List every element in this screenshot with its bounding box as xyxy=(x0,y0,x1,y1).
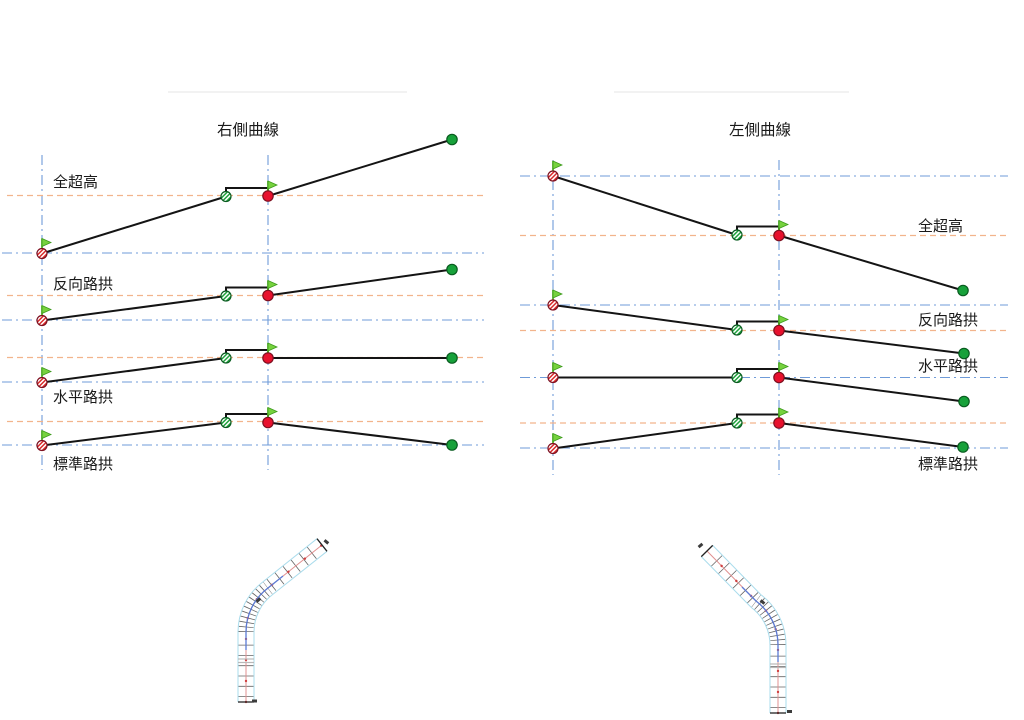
profile-approach xyxy=(41,195,227,255)
green-dot-marker xyxy=(957,284,969,297)
profile-approach xyxy=(41,357,227,384)
alignment-end-cap xyxy=(316,538,328,552)
green-dot-marker xyxy=(957,441,969,453)
station-label-mark xyxy=(787,710,792,713)
row-reverse-crown: 反向路拱 xyxy=(2,263,484,327)
profile-exit xyxy=(778,422,964,448)
row-label: 水平路拱 xyxy=(918,357,978,375)
panel-right-curve: 右側曲線 全超高 xyxy=(2,121,484,473)
row-label: 反向路拱 xyxy=(918,311,978,329)
hatched-red-circle-marker xyxy=(36,247,48,260)
alignment-plan-left-curve xyxy=(697,542,792,715)
hatched-red-circle-marker xyxy=(547,299,559,311)
profile-exit xyxy=(778,329,965,355)
hatched-green-circle-marker xyxy=(731,324,743,336)
row-level-crown: 水平路拱 xyxy=(2,342,484,406)
hatched-red-circle-marker xyxy=(547,170,559,182)
profile-exit xyxy=(267,138,453,197)
row-normal-crown: 標準路拱 xyxy=(2,406,484,473)
road-edge-inner xyxy=(253,550,328,702)
road-edge-outer xyxy=(237,538,318,702)
hatched-red-circle-marker xyxy=(36,376,48,389)
profile-approach xyxy=(41,295,227,322)
hatched-green-circle-marker xyxy=(220,352,232,364)
hatched-red-circle-marker xyxy=(36,439,48,452)
curve-region-line xyxy=(741,586,779,662)
hatched-green-circle-marker xyxy=(731,417,743,429)
row-full-superelevation: 全超高 xyxy=(2,133,484,260)
hatched-green-circle-marker xyxy=(731,229,743,241)
profile-step xyxy=(225,349,269,358)
red-dot-marker xyxy=(773,371,785,384)
profile-step xyxy=(736,320,780,331)
profile-exit xyxy=(778,234,964,292)
row-label: 全超高 xyxy=(918,217,963,235)
green-dot-marker xyxy=(446,263,458,276)
profile-approach xyxy=(552,422,738,450)
row-reverse-crown: 反向路拱 xyxy=(520,289,1008,360)
hatched-green-circle-marker xyxy=(220,416,232,429)
row-label: 水平路拱 xyxy=(53,388,113,406)
road-edge-outer xyxy=(712,545,787,713)
hatched-green-circle-marker xyxy=(731,371,743,384)
profile-step xyxy=(225,286,269,296)
station-label-mark xyxy=(323,539,330,545)
red-dot-marker xyxy=(262,416,274,429)
row-label: 標準路拱 xyxy=(53,455,113,473)
road-edge-inner xyxy=(700,556,771,713)
hatched-red-circle-marker xyxy=(547,371,559,384)
curve-midpoint-marker xyxy=(759,599,766,605)
green-dot-marker xyxy=(446,133,458,146)
alignment-centerline xyxy=(245,544,323,702)
hatched-red-circle-marker xyxy=(36,314,48,327)
profile-exit xyxy=(267,268,453,297)
alignment-plan-right-curve xyxy=(237,538,330,704)
profile-exit xyxy=(267,421,453,446)
profile-approach xyxy=(552,175,738,236)
section-ticks-curve xyxy=(751,595,786,646)
curve-midpoint-marker xyxy=(255,597,262,603)
profile-approach xyxy=(41,421,227,447)
green-dot-marker xyxy=(446,439,458,451)
hatched-green-circle-marker xyxy=(220,190,232,203)
curve-region-line xyxy=(245,575,284,650)
station-point-dots xyxy=(244,543,324,704)
profile-step xyxy=(736,225,780,236)
row-label: 反向路拱 xyxy=(53,275,113,293)
red-dot-marker xyxy=(773,417,785,429)
red-dot-marker xyxy=(773,229,785,242)
profile-approach xyxy=(552,304,738,331)
profile-exit xyxy=(778,376,965,403)
row-level-crown: 水平路拱 xyxy=(520,357,1008,408)
row-full-superelevation: 全超高 xyxy=(520,160,1008,297)
panel-left-curve: 左側曲線 全超高 xyxy=(520,121,1008,475)
station-label-mark xyxy=(697,542,704,549)
row-label: 標準路拱 xyxy=(918,455,978,473)
profile-step xyxy=(736,413,780,423)
red-dot-marker xyxy=(773,324,785,337)
red-dot-marker xyxy=(262,289,274,302)
red-dot-marker xyxy=(262,352,274,364)
green-dot-marker xyxy=(958,395,970,408)
section-ticks-curve xyxy=(238,582,273,633)
profile-step xyxy=(736,368,780,378)
green-dot-marker xyxy=(446,352,458,364)
hatched-red-circle-marker xyxy=(547,442,559,455)
alignment-end-cap xyxy=(700,544,714,558)
hatched-green-circle-marker xyxy=(220,290,232,302)
red-dot-marker xyxy=(262,190,274,202)
row-normal-crown: 標準路拱 xyxy=(520,407,1008,473)
row-label: 全超高 xyxy=(53,173,98,191)
station-label-mark xyxy=(252,699,257,703)
panel-title-right-curve: 右側曲線 xyxy=(217,121,279,139)
panel-title-left-curve: 左側曲線 xyxy=(729,121,791,139)
